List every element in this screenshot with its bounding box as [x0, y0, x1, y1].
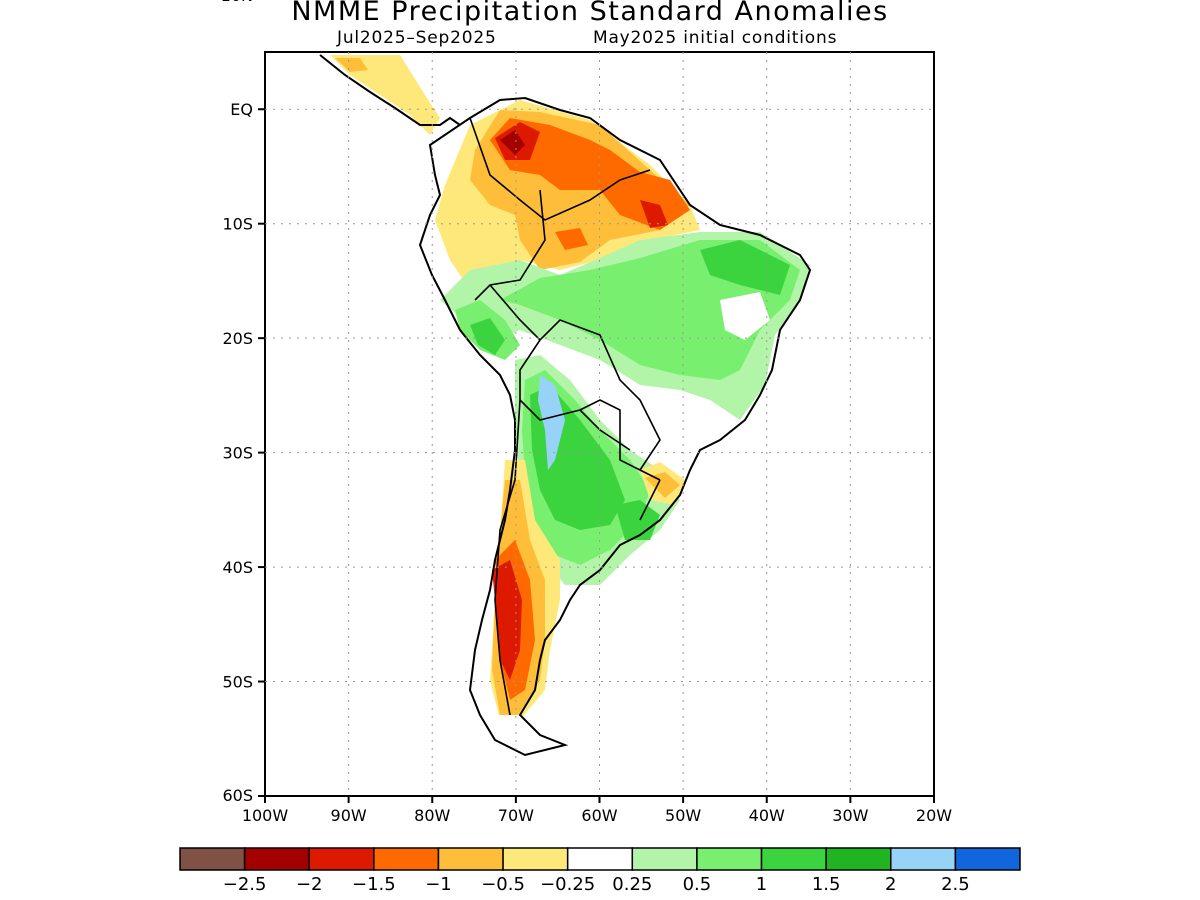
lat-tick-label: EQ [230, 100, 253, 119]
colorbar-label: 1.5 [812, 874, 841, 895]
lat-tick-label: 40S [222, 558, 253, 577]
lat-tick-label: 30S [222, 444, 253, 463]
colorbar-swatch [760, 847, 827, 871]
colorbar-swatch [243, 847, 310, 871]
north-dry-extreme [500, 130, 525, 155]
brazil-wet-strong [700, 240, 790, 295]
colorbar-label: 0.25 [612, 874, 652, 895]
central-america-dry-core [335, 58, 368, 72]
central-america-dry [330, 55, 440, 135]
colorbar-swatch [308, 847, 375, 871]
colorbar-label: −1.5 [352, 874, 396, 895]
south-america-coast [418, 96, 812, 757]
colorbar-swatch [179, 847, 246, 871]
lon-tick-label: 70W [498, 806, 534, 825]
tierra-del-fuego-neutral [495, 715, 555, 752]
lat-tick-label: 10S [222, 215, 253, 234]
colorbar-label: 0.5 [683, 874, 712, 895]
forecast-period: Jul2025–Sep2025 [337, 28, 497, 48]
colorbar-label: −2 [296, 874, 323, 895]
colorbar-swatch [566, 847, 634, 871]
colorbar-swatch [631, 847, 698, 871]
colorbar-swatch [502, 847, 569, 871]
lat-tick-label: 10N [221, 0, 253, 5]
colorbar-label: 2 [885, 874, 896, 895]
colorbar-label: 2.5 [941, 874, 970, 895]
colorbar-label: 1 [756, 874, 767, 895]
initial-conditions: May2025 initial conditions [593, 28, 838, 48]
lon-tick-label: 20W [916, 806, 952, 825]
colorbar-swatch [890, 847, 957, 871]
central-america-coast [319, 54, 461, 126]
lon-tick-label: 60W [581, 806, 617, 825]
colorbar-label: −0.5 [481, 874, 525, 895]
colorbar-swatch [437, 847, 504, 871]
gridlines [265, 52, 934, 796]
map-title: NMME Precipitation Standard Anomalies [291, 0, 889, 27]
guiana-dry-strong [640, 200, 668, 228]
lon-tick-label: 100W [242, 806, 289, 825]
coastlines [319, 54, 812, 757]
amazon-dry-moderate [555, 228, 588, 250]
peru-wet-strong [470, 318, 505, 355]
lat-tick-label: 20S [222, 329, 253, 348]
uruguay-dry-core [645, 472, 680, 498]
colorbar-swatch [373, 847, 440, 871]
lon-tick-label: 80W [414, 806, 450, 825]
colorbar-label: −0.25 [540, 874, 595, 895]
lon-tick-label: 90W [331, 806, 367, 825]
colorbar-swatch [696, 847, 763, 871]
anomaly-field [330, 55, 810, 752]
colorbar-label: −2.5 [223, 874, 267, 895]
country-borders [469, 117, 661, 716]
la-plata-wet-extreme [538, 375, 565, 470]
uruguay-wet [615, 500, 660, 540]
colorbar: −2.5 −2 −1.5 −1 −0.5 −0.25 0.25 0.5 1 1.5 2 2.5 [179, 847, 1021, 895]
lat-tick-label: 60S [222, 786, 253, 805]
lat-tick-label: 50S [222, 673, 253, 692]
colorbar-swatch [825, 847, 892, 871]
brazil-neutral-patch [720, 292, 770, 340]
lon-tick-label: 30W [832, 806, 868, 825]
lon-tick-label: 40W [749, 806, 785, 825]
north-dry-moderate [490, 118, 690, 230]
colorbar-swatch [954, 847, 1021, 871]
lon-tick-label: 50W [665, 806, 701, 825]
colorbar-label: −1 [425, 874, 452, 895]
